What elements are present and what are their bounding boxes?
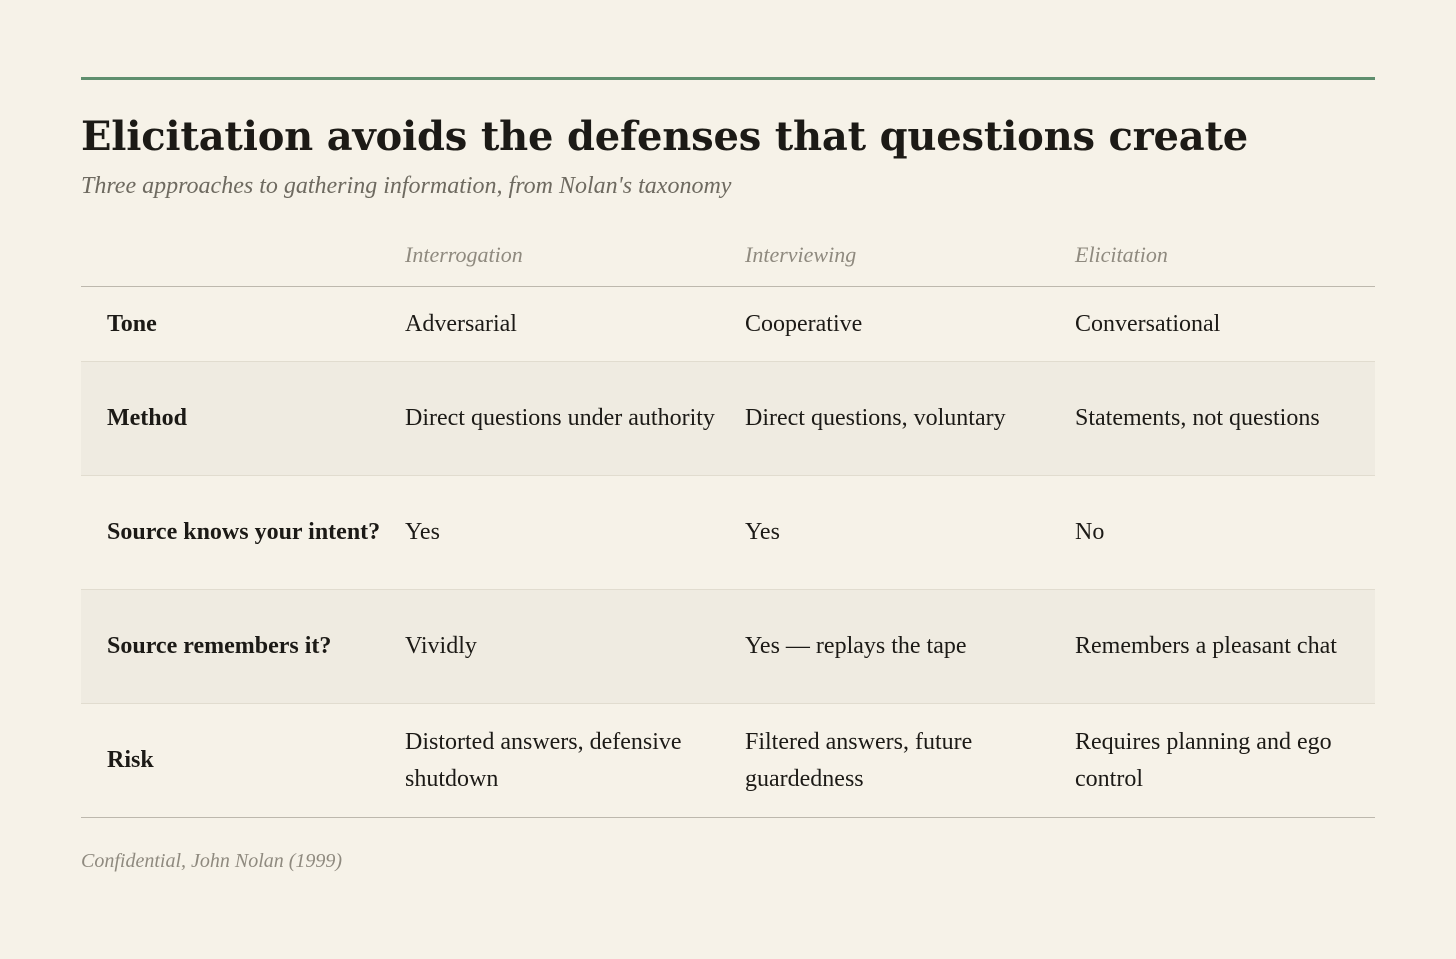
- table-cell: Statements, not questions: [1075, 361, 1375, 476]
- table-cell: Yes: [745, 475, 1075, 590]
- table-cell: Yes: [405, 475, 745, 590]
- table-cell: Adversarial: [405, 286, 745, 362]
- table-cell: Filtered answers, future guardedness: [745, 703, 1075, 818]
- table-cell: Requires planning and ego control: [1075, 703, 1375, 818]
- table-row-method: Method Direct questions under authority …: [81, 361, 1375, 476]
- header-interrogation: Interrogation: [405, 242, 745, 287]
- table-cell: No: [1075, 475, 1375, 590]
- accent-rule: [81, 77, 1375, 80]
- row-label: Method: [81, 361, 405, 476]
- page-subtitle: Three approaches to gathering informatio…: [81, 173, 732, 199]
- table-cell: Direct questions under authority: [405, 361, 745, 476]
- page-title: Elicitation avoids the defenses that que…: [81, 113, 1249, 160]
- table-cell: Distorted answers, defensive shutdown: [405, 703, 745, 818]
- header-row: Interrogation Interviewing Elicitation: [81, 242, 1375, 287]
- table-cell: Remembers a pleasant chat: [1075, 589, 1375, 704]
- table-cell: Vividly: [405, 589, 745, 704]
- comparison-table: Interrogation Interviewing Elicitation T…: [81, 242, 1375, 818]
- source-citation: Confidential, John Nolan (1999): [81, 850, 343, 872]
- table-row-source-remembers: Source remembers it? Vividly Yes — repla…: [81, 589, 1375, 704]
- row-label: Risk: [81, 703, 405, 818]
- header-elicitation: Elicitation: [1075, 242, 1375, 287]
- table-cell: Yes — replays the tape: [745, 589, 1075, 704]
- header-interviewing: Interviewing: [745, 242, 1075, 287]
- row-label: Source knows your intent?: [81, 475, 405, 590]
- table-row-source-knows-intent: Source knows your intent? Yes Yes No: [81, 475, 1375, 590]
- comparison-card: Elicitation avoids the defenses that que…: [81, 77, 1375, 873]
- row-label: Source remembers it?: [81, 589, 405, 704]
- table-cell: Conversational: [1075, 286, 1375, 362]
- table-cell: Direct questions, voluntary: [745, 361, 1075, 476]
- table-cell: Cooperative: [745, 286, 1075, 362]
- table-row-tone: Tone Adversarial Cooperative Conversatio…: [81, 286, 1375, 362]
- row-label: Tone: [81, 286, 405, 362]
- table-row-risk: Risk Distorted answers, defensive shutdo…: [81, 703, 1375, 818]
- header-blank: [81, 242, 405, 287]
